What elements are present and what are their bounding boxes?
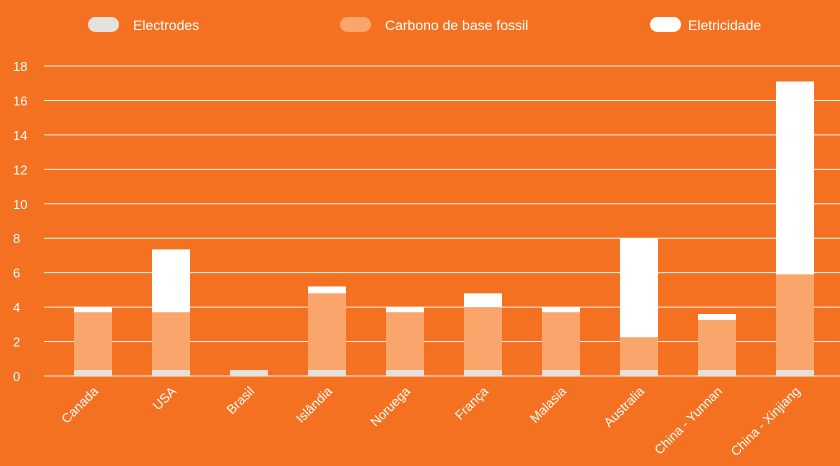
- bar-segment-eletricidade: [386, 307, 424, 313]
- bar-segment-carbono-de-base-fossil: [152, 312, 190, 370]
- y-tick-label: 0: [13, 369, 20, 384]
- bar-segment-electrodes: [776, 369, 814, 376]
- bar-franca: [464, 293, 502, 376]
- bar-islandia: [308, 286, 346, 376]
- x-tick-label: China - Xinjiang: [728, 384, 804, 460]
- bar-segment-carbono-de-base-fossil: [776, 274, 814, 370]
- y-tick-label: 4: [13, 300, 20, 315]
- bar-segment-eletricidade: [776, 81, 814, 275]
- legend-item-eletricidade[interactable]: Eletricidade: [650, 17, 761, 33]
- y-tick-label: 18: [13, 59, 27, 74]
- x-tick-label: Australia: [601, 383, 648, 430]
- legend-label: Carbono de base fossil: [385, 17, 528, 33]
- bar-segment-carbono-de-base-fossil: [386, 312, 424, 370]
- x-axis: Canada USA Brasil Islândia Noruega França Mala…: [58, 383, 803, 459]
- bar-segment-carbono-de-base-fossil: [698, 320, 736, 370]
- y-tick-label: 12: [13, 162, 27, 177]
- bars: [74, 81, 814, 376]
- bar-segment-electrodes: [464, 369, 502, 376]
- legend-label: Electrodes: [133, 17, 199, 33]
- x-tick-label: China - Yunnan: [651, 384, 725, 458]
- x-tick-label: Canada: [58, 383, 101, 426]
- y-tick-label: 10: [13, 197, 27, 212]
- bar-segment-carbono-de-base-fossil: [542, 312, 580, 370]
- x-tick-label: Malasia: [527, 383, 570, 426]
- bar-segment-electrodes: [542, 369, 580, 376]
- bar-segment-electrodes: [152, 369, 190, 376]
- bar-china-xinjiang: [776, 81, 814, 376]
- bar-segment-eletricidade: [152, 249, 190, 313]
- bar-segment-eletricidade: [464, 293, 502, 308]
- bar-segment-electrodes: [620, 369, 658, 376]
- x-tick-label: Brasil: [224, 383, 258, 417]
- y-tick-label: 6: [13, 266, 20, 281]
- x-tick-label: Islândia: [293, 383, 336, 426]
- bar-segment-carbono-de-base-fossil: [464, 307, 502, 370]
- legend-item-electrodes[interactable]: Electrodes: [88, 17, 199, 33]
- bar-segment-electrodes: [74, 369, 112, 376]
- x-tick-label: Noruega: [367, 383, 413, 429]
- bar-china-yunnan: [698, 314, 736, 376]
- y-tick-label: 2: [13, 335, 20, 350]
- bar-segment-carbono-de-base-fossil: [308, 293, 346, 370]
- legend: Electrodes Carbono de base fossil Eletrici…: [88, 17, 761, 33]
- bar-noruega: [386, 307, 424, 376]
- bar-segment-eletricidade: [74, 307, 112, 313]
- y-axis: 0 2 4 6 8 10 12 14 16 18: [13, 59, 27, 384]
- bar-malasia: [542, 307, 580, 376]
- legend-swatch: [88, 17, 119, 32]
- bar-segment-carbono-de-base-fossil: [620, 337, 658, 370]
- bar-segment-eletricidade: [308, 286, 346, 294]
- y-tick-label: 16: [13, 93, 27, 108]
- bar-brasil: [230, 369, 268, 376]
- bar-segment-carbono-de-base-fossil: [74, 312, 112, 370]
- bar-usa: [152, 249, 190, 376]
- y-tick-label: 14: [13, 128, 27, 143]
- bar-segment-electrodes: [230, 369, 268, 376]
- bar-segment-electrodes: [308, 369, 346, 376]
- bar-segment-eletricidade: [698, 314, 736, 321]
- bar-segment-eletricidade: [620, 238, 658, 338]
- bar-segment-electrodes: [698, 369, 736, 376]
- x-tick-label: USA: [150, 383, 180, 413]
- y-tick-label: 8: [13, 231, 20, 246]
- legend-swatch: [650, 17, 681, 32]
- bar-segment-electrodes: [386, 369, 424, 376]
- bar-segment-eletricidade: [542, 307, 580, 313]
- x-tick-label: França: [452, 383, 492, 423]
- bar-canada: [74, 307, 112, 376]
- legend-label: Eletricidade: [688, 17, 761, 33]
- legend-swatch: [340, 17, 371, 32]
- legend-item-carbono-de-base-fossil[interactable]: Carbono de base fossil: [340, 17, 528, 33]
- bar-australia: [620, 238, 658, 376]
